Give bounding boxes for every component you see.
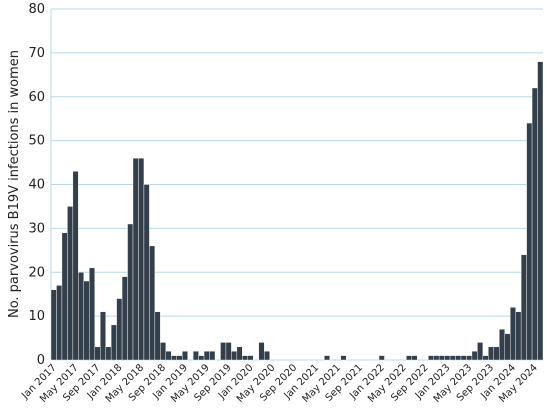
bar bbox=[56, 285, 63, 361]
bar bbox=[203, 351, 210, 361]
bar bbox=[83, 280, 90, 361]
y-tick-label: 70 bbox=[28, 46, 45, 61]
bar bbox=[209, 351, 216, 361]
bar bbox=[181, 351, 188, 361]
bar bbox=[220, 342, 227, 361]
bar bbox=[433, 355, 440, 361]
bar bbox=[428, 355, 434, 361]
bar bbox=[455, 355, 462, 361]
bar bbox=[477, 342, 484, 361]
bar bbox=[488, 346, 495, 361]
bar bbox=[324, 355, 331, 361]
bar bbox=[225, 342, 232, 361]
bar bbox=[247, 355, 254, 361]
bar bbox=[50, 289, 57, 361]
bar bbox=[143, 184, 150, 361]
bar bbox=[471, 351, 478, 361]
bar bbox=[110, 324, 117, 361]
bar bbox=[526, 122, 533, 361]
bar bbox=[460, 355, 467, 361]
bar bbox=[127, 223, 134, 361]
bar bbox=[160, 342, 166, 361]
bar bbox=[149, 245, 156, 361]
y-tick-label: 80 bbox=[28, 2, 45, 17]
bar bbox=[121, 276, 128, 361]
y-tick-label: 60 bbox=[28, 90, 45, 105]
bar bbox=[72, 171, 79, 361]
bar bbox=[264, 351, 270, 361]
bar bbox=[105, 346, 112, 361]
bar bbox=[171, 355, 177, 361]
bar bbox=[515, 311, 522, 361]
bar bbox=[466, 355, 473, 361]
bar bbox=[116, 298, 123, 361]
bar bbox=[510, 307, 516, 361]
bar bbox=[78, 272, 85, 361]
bar bbox=[438, 355, 445, 361]
bar bbox=[378, 355, 385, 361]
bar bbox=[67, 206, 74, 361]
bar bbox=[258, 342, 265, 361]
y-tick-label: 10 bbox=[28, 309, 45, 324]
bar bbox=[520, 254, 527, 361]
bar bbox=[132, 157, 139, 361]
bar bbox=[406, 355, 413, 361]
bar bbox=[537, 61, 544, 361]
bar bbox=[176, 355, 183, 361]
bar bbox=[231, 351, 238, 361]
bar bbox=[165, 351, 172, 361]
bar bbox=[504, 333, 511, 361]
bar bbox=[242, 355, 248, 361]
bar bbox=[198, 355, 205, 361]
y-tick-label: 30 bbox=[28, 221, 45, 236]
bar bbox=[94, 346, 101, 361]
bar bbox=[61, 232, 68, 361]
bar bbox=[192, 351, 199, 361]
bar bbox=[444, 355, 451, 361]
bar bbox=[138, 157, 145, 361]
bar bbox=[236, 346, 243, 361]
bar bbox=[449, 355, 456, 361]
y-tick-label: 50 bbox=[28, 134, 45, 149]
bar bbox=[493, 346, 500, 361]
y-tick-label: 40 bbox=[28, 178, 45, 193]
bar bbox=[499, 329, 505, 361]
bar bbox=[340, 355, 347, 361]
bar bbox=[89, 267, 95, 361]
bar bbox=[411, 355, 418, 361]
y-axis-label: No. parvovirus B19V infections in women bbox=[7, 50, 22, 318]
y-tick-label: 20 bbox=[28, 265, 45, 280]
bar bbox=[531, 87, 538, 361]
bar bbox=[154, 311, 161, 361]
bar bbox=[99, 311, 106, 361]
bar bbox=[482, 355, 489, 361]
y-tick-label: 0 bbox=[37, 353, 45, 368]
